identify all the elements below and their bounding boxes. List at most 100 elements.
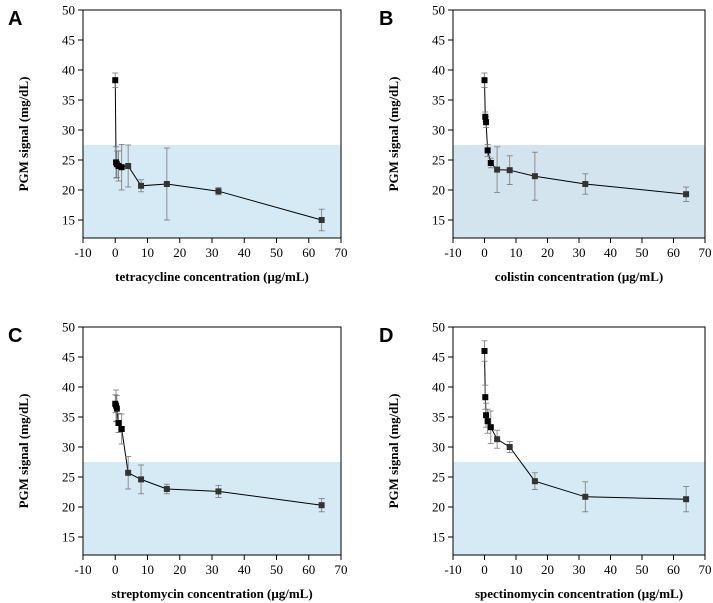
data-point — [531, 173, 538, 180]
panel-letter: C — [8, 325, 22, 347]
y-axis-title: PGM signal (mg/dL) — [386, 394, 401, 509]
data-point — [115, 163, 122, 169]
data-point — [118, 164, 125, 171]
x-tick-label: -10 — [444, 245, 461, 260]
x-tick-label: 20 — [541, 562, 554, 577]
data-point — [582, 493, 589, 500]
x-axis-title: spectinomycin concentration (μg/mL) — [475, 586, 683, 601]
x-tick-label: 0 — [112, 562, 119, 577]
x-tick-label: 0 — [481, 562, 488, 577]
data-point — [113, 405, 120, 412]
data-point — [481, 348, 488, 354]
x-tick-label: -10 — [444, 562, 461, 577]
x-tick-label: 70 — [335, 562, 348, 577]
y-tick-label: 45 — [62, 33, 75, 48]
y-axis-title: PGM signal (mg/dL) — [16, 77, 31, 192]
panel-letter: A — [8, 8, 22, 30]
data-point — [683, 496, 690, 503]
data-point — [318, 217, 325, 223]
x-tick-label: 50 — [636, 562, 649, 577]
y-tick-label: 45 — [432, 350, 445, 365]
data-point — [215, 488, 222, 495]
x-tick-label: 20 — [173, 562, 186, 577]
x-tick-label: 10 — [141, 562, 154, 577]
data-point — [484, 418, 491, 425]
y-tick-label: 40 — [62, 380, 75, 395]
x-tick-label: 50 — [270, 245, 283, 260]
data-point — [483, 412, 490, 419]
data-point — [487, 424, 494, 431]
x-tick-label: 10 — [141, 245, 154, 260]
panel-letter: B — [379, 8, 393, 30]
y-tick-label: 30 — [62, 123, 75, 138]
x-tick-label: 60 — [302, 562, 315, 577]
x-tick-label: 40 — [238, 562, 251, 577]
x-tick-label: 70 — [699, 245, 712, 260]
x-tick-label: 60 — [302, 245, 315, 260]
data-point — [318, 502, 325, 509]
panel-d: D -10 0 10 20 30 40 50 60 70 15 20 25 30 35 40 45 50 spect… — [379, 320, 712, 602]
y-tick-label: 25 — [62, 153, 75, 168]
data-point — [163, 181, 170, 187]
y-tick-label: 40 — [62, 63, 75, 78]
y-tick-label: 50 — [62, 320, 75, 335]
y-tick-label: 20 — [62, 500, 75, 515]
y-tick-label: 50 — [432, 320, 445, 335]
data-point — [484, 147, 491, 154]
y-tick-label: 30 — [432, 123, 445, 138]
x-tick-label: 40 — [604, 562, 617, 577]
data-point — [494, 166, 501, 173]
y-tick-label: 45 — [62, 350, 75, 365]
y-tick-label: 15 — [62, 530, 75, 545]
x-tick-label: 20 — [173, 245, 186, 260]
x-tick-label: -10 — [74, 245, 91, 260]
data-point — [125, 163, 132, 169]
threshold-band — [83, 145, 341, 238]
panel-a: A -10 0 10 20 30 40 50 60 70 15 20 25 30 35 40 45 50 tetra… — [8, 3, 348, 285]
x-tick-label: 30 — [206, 562, 219, 577]
x-tick-label: 40 — [238, 245, 251, 260]
y-tick-label: 40 — [432, 380, 445, 395]
data-point — [494, 436, 501, 443]
y-tick-label: 25 — [432, 470, 445, 485]
y-tick-label: 35 — [432, 93, 445, 108]
y-axis-title: PGM signal (mg/dL) — [16, 394, 31, 509]
y-tick-label: 25 — [432, 153, 445, 168]
data-point — [115, 420, 122, 426]
threshold-band — [453, 462, 705, 555]
y-tick-label: 30 — [62, 440, 75, 455]
x-tick-label: 30 — [206, 245, 219, 260]
data-point — [118, 426, 125, 432]
data-point — [487, 160, 494, 166]
x-tick-label: 70 — [335, 245, 348, 260]
data-point — [506, 167, 513, 174]
x-tick-label: 10 — [510, 562, 523, 577]
x-axis-title: tetracycline concentration (μg/mL) — [115, 269, 309, 284]
panel-c: C -10 0 10 20 30 40 50 60 70 15 20 25 30 35 40 45 50 strep… — [8, 320, 348, 602]
data-point — [138, 476, 145, 483]
data-point — [683, 191, 690, 198]
y-tick-label: 50 — [62, 3, 75, 18]
y-tick-label: 25 — [62, 470, 75, 485]
data-point — [215, 188, 222, 195]
x-axis-title: colistin concentration (μg/mL) — [495, 269, 663, 284]
x-tick-label: 50 — [270, 562, 283, 577]
y-axis-title: PGM signal (mg/dL) — [386, 77, 401, 192]
x-tick-label: 60 — [667, 245, 680, 260]
y-tick-label: 20 — [62, 183, 75, 198]
x-tick-label: 10 — [510, 245, 523, 260]
panel-letter: D — [379, 325, 393, 347]
x-tick-label: 0 — [481, 245, 488, 260]
y-tick-label: 15 — [432, 530, 445, 545]
y-tick-label: 45 — [432, 33, 445, 48]
y-tick-label: 15 — [62, 213, 75, 228]
x-tick-label: 40 — [604, 245, 617, 260]
data-point — [482, 113, 489, 120]
x-tick-label: -10 — [74, 562, 91, 577]
data-point — [125, 469, 132, 476]
data-point — [582, 181, 589, 187]
data-point — [163, 486, 170, 492]
x-tick-label: 50 — [636, 245, 649, 260]
x-tick-label: 30 — [573, 562, 586, 577]
